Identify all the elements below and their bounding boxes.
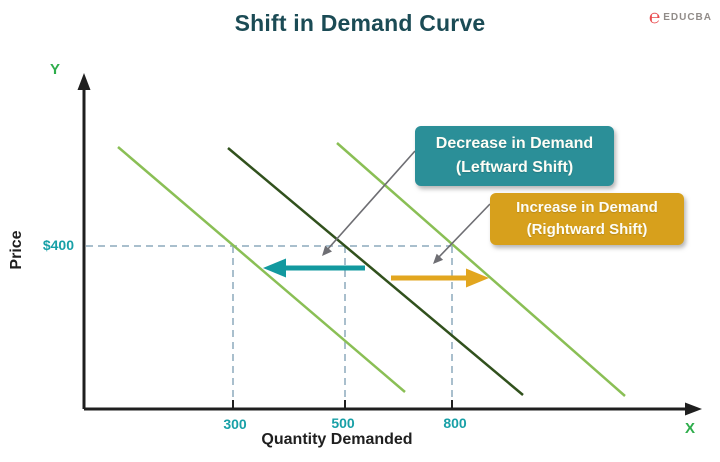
educba-logo: ℮ EDUCBA [649,8,712,27]
tick-label-300: 300 [223,416,247,432]
increase-callout-leader-line [437,203,491,259]
x-axis-arrowhead [685,402,702,416]
decrease-demand-callout: Decrease in Demand (Leftward Shift) [415,126,614,186]
increase-demand-callout-line1: Increase in Demand [516,199,658,217]
increase-callout-leader-arrowhead [433,253,444,264]
educba-brand-text: EDUCBA [663,12,712,23]
decrease-demand-callout-line1: Decrease in Demand [435,135,594,152]
decrease-callout-leader-arrowhead [322,245,332,256]
rightward-shift-arrowhead [466,268,489,288]
price-400-label: $400 [42,237,74,253]
educba-e-icon: ℮ [648,7,661,28]
decrease-callout-leader-line [326,150,416,251]
leftward-shift-arrowhead [263,258,286,278]
x-axis-symbol: X [685,420,696,437]
y-axis-arrowhead [77,73,91,90]
y-axis-title: Price [8,230,25,270]
demand-curve-original [227,147,524,396]
demand-curve-left-shifted [117,146,406,393]
increase-demand-callout: Increase in Demand (Rightward Shift) [490,193,684,245]
decrease-demand-callout-line2: (Leftward Shift) [455,159,574,176]
tick-label-500: 500 [331,415,355,431]
tick-label-800: 800 [443,415,467,431]
increase-demand-callout-line2: (Rightward Shift) [526,221,648,238]
page-title: Shift in Demand Curve [234,10,486,36]
y-axis-symbol: Y [50,61,61,78]
x-axis-title: Quantity Demanded [261,431,413,448]
